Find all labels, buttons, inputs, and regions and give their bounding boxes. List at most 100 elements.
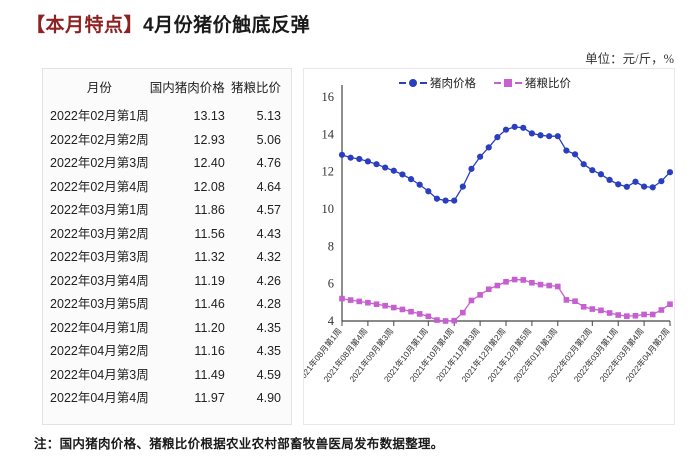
data-point (589, 306, 596, 312)
table-row: 2022年04月第2周 11.16 4.35 (49, 340, 285, 364)
table-cell-month: 2022年03月第3周 (50, 250, 149, 264)
table-cell-month: 2022年04月第1周 (50, 320, 149, 335)
table-cell-ratio: 4.35 (256, 320, 281, 335)
table-cell-price: 13.13 (193, 109, 225, 123)
table-row: 2022年03月第4周 11.19 4.26 (49, 270, 285, 294)
data-point (347, 297, 354, 303)
chart-unit-label: 单位：元/斤，% (585, 52, 674, 66)
table-header: 月份 国内猪肉价格 猪粮比价 (49, 73, 285, 105)
table-cell-ratio: 5.13 (256, 109, 281, 123)
table-cell-month: 2022年02月第4周 (50, 179, 149, 194)
legend-label: 猪粮比价 (525, 78, 571, 90)
data-point (641, 183, 648, 190)
data-point (339, 295, 345, 302)
data-point (554, 283, 561, 290)
data-point (624, 313, 630, 319)
data-point (442, 197, 449, 204)
data-point (390, 304, 397, 311)
table-cell-ratio: 4.35 (256, 344, 281, 358)
table-cell-month: 2022年03月第2周 (50, 226, 149, 241)
table-cell-ratio: 4.26 (256, 273, 281, 288)
page-title-bracket: 【本月特点】 (26, 15, 144, 36)
table-row: 2022年03月第3周 11.32 4.32 (49, 246, 285, 270)
table-header-row: 月份 国内猪肉价格 猪粮比价 (49, 73, 285, 105)
data-point (399, 306, 406, 313)
table-cell-price: 11.97 (194, 391, 225, 405)
data-point (511, 276, 518, 283)
data-point (528, 130, 535, 137)
footnote: 注：国内猪肉价格、猪粮比价根据农业农村部畜牧兽医局发布数据整理。 (34, 437, 444, 451)
data-point (520, 124, 527, 131)
data-point (373, 161, 380, 168)
column-header-ratio: 猪粮比价 (230, 81, 281, 95)
data-point (511, 123, 518, 130)
data-point (425, 313, 432, 320)
data-point (658, 178, 665, 185)
chart-series-2 (339, 276, 673, 324)
data-point (520, 277, 527, 283)
table-cell-ratio: 4.28 (256, 297, 281, 311)
pig-price-table: 月份 国内猪肉价格 猪粮比价 2022年02月第1周 13.13 5.13 2022年… (49, 73, 285, 411)
table-cell-price: 12.08 (193, 179, 225, 194)
data-point (399, 171, 406, 178)
data-point (477, 153, 484, 160)
table-cell-ratio: 4.76 (256, 156, 281, 170)
column-header-month: 月份 (86, 81, 112, 95)
table-cell-price: 11.20 (194, 320, 225, 335)
table-cell-month: 2022年02月第1周 (50, 109, 149, 123)
y-axis-tick-label: 12 (322, 165, 335, 179)
data-point (580, 304, 587, 310)
data-point (502, 126, 510, 133)
legend-item-1[interactable]: 猪肉价格 (399, 75, 476, 91)
table-cell-ratio: 4.59 (256, 367, 281, 382)
table-cell-ratio: 5.06 (256, 132, 281, 147)
table-cell-price: 11.46 (194, 297, 225, 311)
table-row: 2022年03月第2周 11.56 4.43 (49, 223, 285, 247)
data-point (606, 310, 613, 316)
data-point (529, 279, 535, 286)
table-cell-price: 11.16 (194, 344, 225, 358)
chart-series-1 (338, 123, 674, 204)
table-row: 2022年02月第2周 12.93 5.06 (49, 129, 285, 153)
table-row: 2022年03月第5周 11.46 4.28 (49, 293, 285, 317)
table-row: 2022年04月第3周 11.49 4.59 (49, 364, 285, 388)
legend-dash-left-icon (494, 82, 501, 84)
data-point (338, 151, 346, 158)
legend-label: 猪肉价格 (430, 78, 476, 90)
table-body: 2022年02月第1周 13.13 5.13 2022年02月第2周 12.93 5.06… (49, 105, 285, 411)
table-cell-ratio: 4.64 (256, 179, 281, 194)
data-point (546, 133, 553, 140)
table-cell-month: 2022年04月第4周 (50, 391, 149, 405)
data-point (649, 184, 656, 191)
table-cell-month: 2022年03月第5周 (50, 297, 149, 311)
data-point (606, 176, 613, 183)
data-point (641, 311, 647, 318)
table-row: 2022年04月第4周 11.97 4.90 (49, 387, 285, 411)
table-cell-ratio: 4.90 (256, 391, 281, 405)
legend-marker-square-icon (504, 79, 512, 87)
data-point (416, 311, 423, 317)
table-cell-ratio: 4.32 (256, 250, 281, 264)
data-point (554, 133, 561, 140)
table-cell-ratio: 4.57 (256, 203, 281, 217)
y-axis-tick-label: 10 (322, 202, 335, 216)
data-point (365, 299, 371, 306)
data-point (563, 297, 570, 303)
legend-dash-right-icon (420, 82, 427, 84)
legend-item-2[interactable]: 猪粮比价 (494, 75, 571, 91)
data-point (364, 158, 371, 165)
data-point (356, 298, 363, 305)
data-point (425, 188, 432, 195)
legend-dash-left-icon (399, 82, 406, 84)
data-point (572, 298, 578, 305)
table-cell-price: 12.40 (193, 156, 225, 170)
chart-panel: 猪肉价格 猪粮比价 4 6 8 10 12 14 16 2021年08月第1周 2021年08月第… (295, 68, 675, 425)
data-point (615, 312, 622, 318)
table-cell-month: 2022年03月第4周 (50, 273, 149, 288)
column-header-price: 国内猪肉价格 (149, 81, 225, 95)
table-cell-price: 11.49 (194, 367, 225, 382)
table-cell-price: 11.32 (194, 250, 225, 264)
data-point (494, 134, 501, 141)
data-point (468, 165, 475, 172)
y-axis-tick-label: 14 (322, 127, 335, 141)
